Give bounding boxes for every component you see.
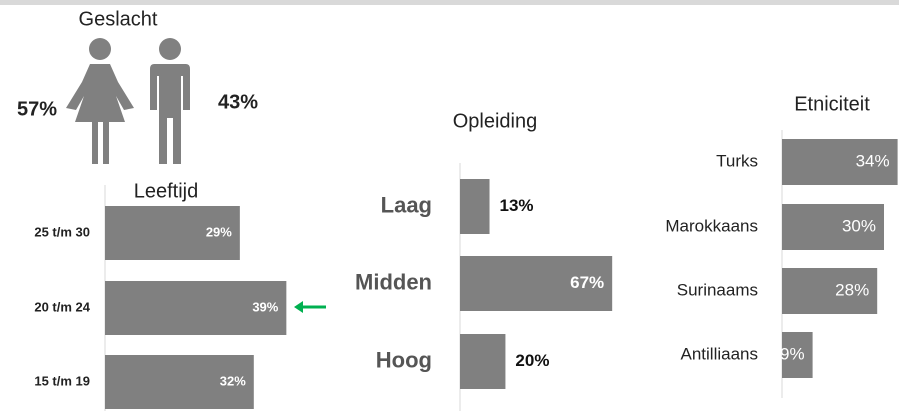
bar xyxy=(460,256,613,311)
chart-title: Leeftijd xyxy=(134,180,199,202)
bar xyxy=(460,334,506,389)
top-band xyxy=(0,0,899,5)
bar xyxy=(460,179,490,234)
bar xyxy=(782,332,813,378)
category-label: 15 t/m 19 xyxy=(34,373,90,388)
category-label: Antilliaans xyxy=(681,344,759,363)
chart-title: Geslacht xyxy=(79,8,158,30)
value-label: 57% xyxy=(17,98,57,120)
category-label: Marokkaans xyxy=(665,216,758,235)
value-label: 29% xyxy=(206,224,232,239)
category-label: 25 t/m 30 xyxy=(34,224,90,239)
bar xyxy=(105,355,254,409)
value-label: 43% xyxy=(218,91,258,113)
bar xyxy=(782,268,878,314)
category-label: Surinaams xyxy=(677,280,758,299)
category-label: Midden xyxy=(355,269,432,294)
chart-title: Opleiding xyxy=(453,110,538,132)
arrow xyxy=(294,301,326,313)
male-icon xyxy=(150,38,190,164)
chart-title: Etniciteit xyxy=(794,93,870,115)
bar xyxy=(105,281,287,335)
value-label: 20% xyxy=(515,351,549,370)
value-label: 39% xyxy=(252,299,278,314)
value-label: 34% xyxy=(856,151,890,170)
category-label: Turks xyxy=(716,151,758,170)
bar xyxy=(782,139,898,185)
category-label: Laag xyxy=(381,192,432,217)
bar xyxy=(105,206,240,260)
value-label: 13% xyxy=(500,196,534,215)
value-label: 30% xyxy=(842,216,876,235)
value-label: 67% xyxy=(570,273,604,292)
category-label: 20 t/m 24 xyxy=(34,299,90,314)
female-icon xyxy=(66,38,134,164)
value-label: 32% xyxy=(220,373,246,388)
category-label: Hoog xyxy=(376,347,432,372)
bar xyxy=(782,204,884,250)
value-label: 9% xyxy=(780,344,805,363)
value-label: 28% xyxy=(835,280,869,299)
